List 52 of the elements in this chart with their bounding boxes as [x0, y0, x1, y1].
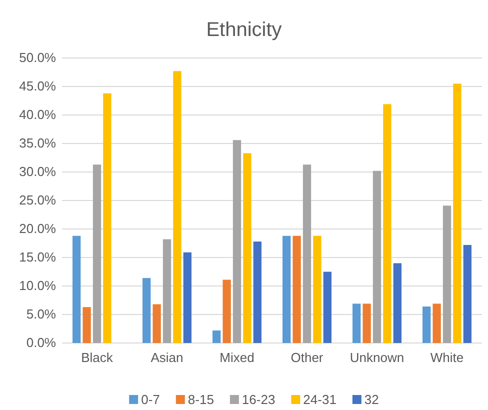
bar [243, 153, 252, 343]
bar [173, 71, 182, 343]
y-tick-label: 10.0% [19, 278, 56, 294]
legend-label: 24-31 [303, 392, 336, 407]
bar [292, 236, 301, 343]
bar [442, 206, 452, 343]
bar [432, 304, 441, 343]
bar [352, 304, 361, 343]
y-tick-label: 50.0% [19, 50, 56, 66]
x-tick-label: Other [290, 350, 324, 366]
y-tick-label: 15.0% [19, 250, 56, 265]
bar [383, 104, 392, 343]
bar [253, 242, 262, 343]
legend-label: 16-23 [242, 392, 276, 407]
chart-title: Ethnicity [206, 19, 282, 41]
bar [142, 278, 151, 343]
legend-label: 32 [364, 392, 379, 407]
bar [82, 307, 91, 343]
legend-label: 8-15 [188, 392, 214, 407]
bar [162, 239, 172, 343]
bar [313, 236, 322, 343]
y-tick-label: 25.0% [19, 192, 56, 208]
bar [222, 280, 231, 343]
bar [152, 304, 161, 343]
bar [362, 304, 371, 343]
y-tick-label: 30.0% [19, 164, 56, 180]
bar [372, 170, 382, 343]
bar [92, 164, 102, 343]
bar [282, 236, 291, 343]
bar [302, 164, 312, 343]
bar [212, 330, 221, 343]
x-tick-label: Unknown [350, 350, 404, 366]
bar [103, 93, 112, 343]
bar [463, 244, 472, 343]
bar [453, 84, 462, 343]
bar [72, 236, 81, 343]
x-tick-label: White [430, 350, 464, 366]
x-tick-label: Black [81, 350, 114, 366]
bar [393, 263, 402, 343]
bar [183, 252, 192, 343]
y-tick-label: 45.0% [19, 78, 56, 94]
bar [232, 140, 242, 343]
y-tick-label: 5.0% [26, 306, 56, 322]
y-tick-label: 40.0% [19, 107, 56, 122]
bar [422, 306, 431, 343]
y-tick-label: 0.0% [26, 335, 56, 350]
bar [323, 272, 332, 343]
x-tick-label: Mixed [220, 350, 254, 366]
legend-label: 0-7 [141, 392, 160, 407]
y-tick-label: 20.0% [19, 221, 56, 236]
y-tick-label: 35.0% [19, 136, 56, 151]
x-tick-label: Asian [150, 350, 184, 366]
